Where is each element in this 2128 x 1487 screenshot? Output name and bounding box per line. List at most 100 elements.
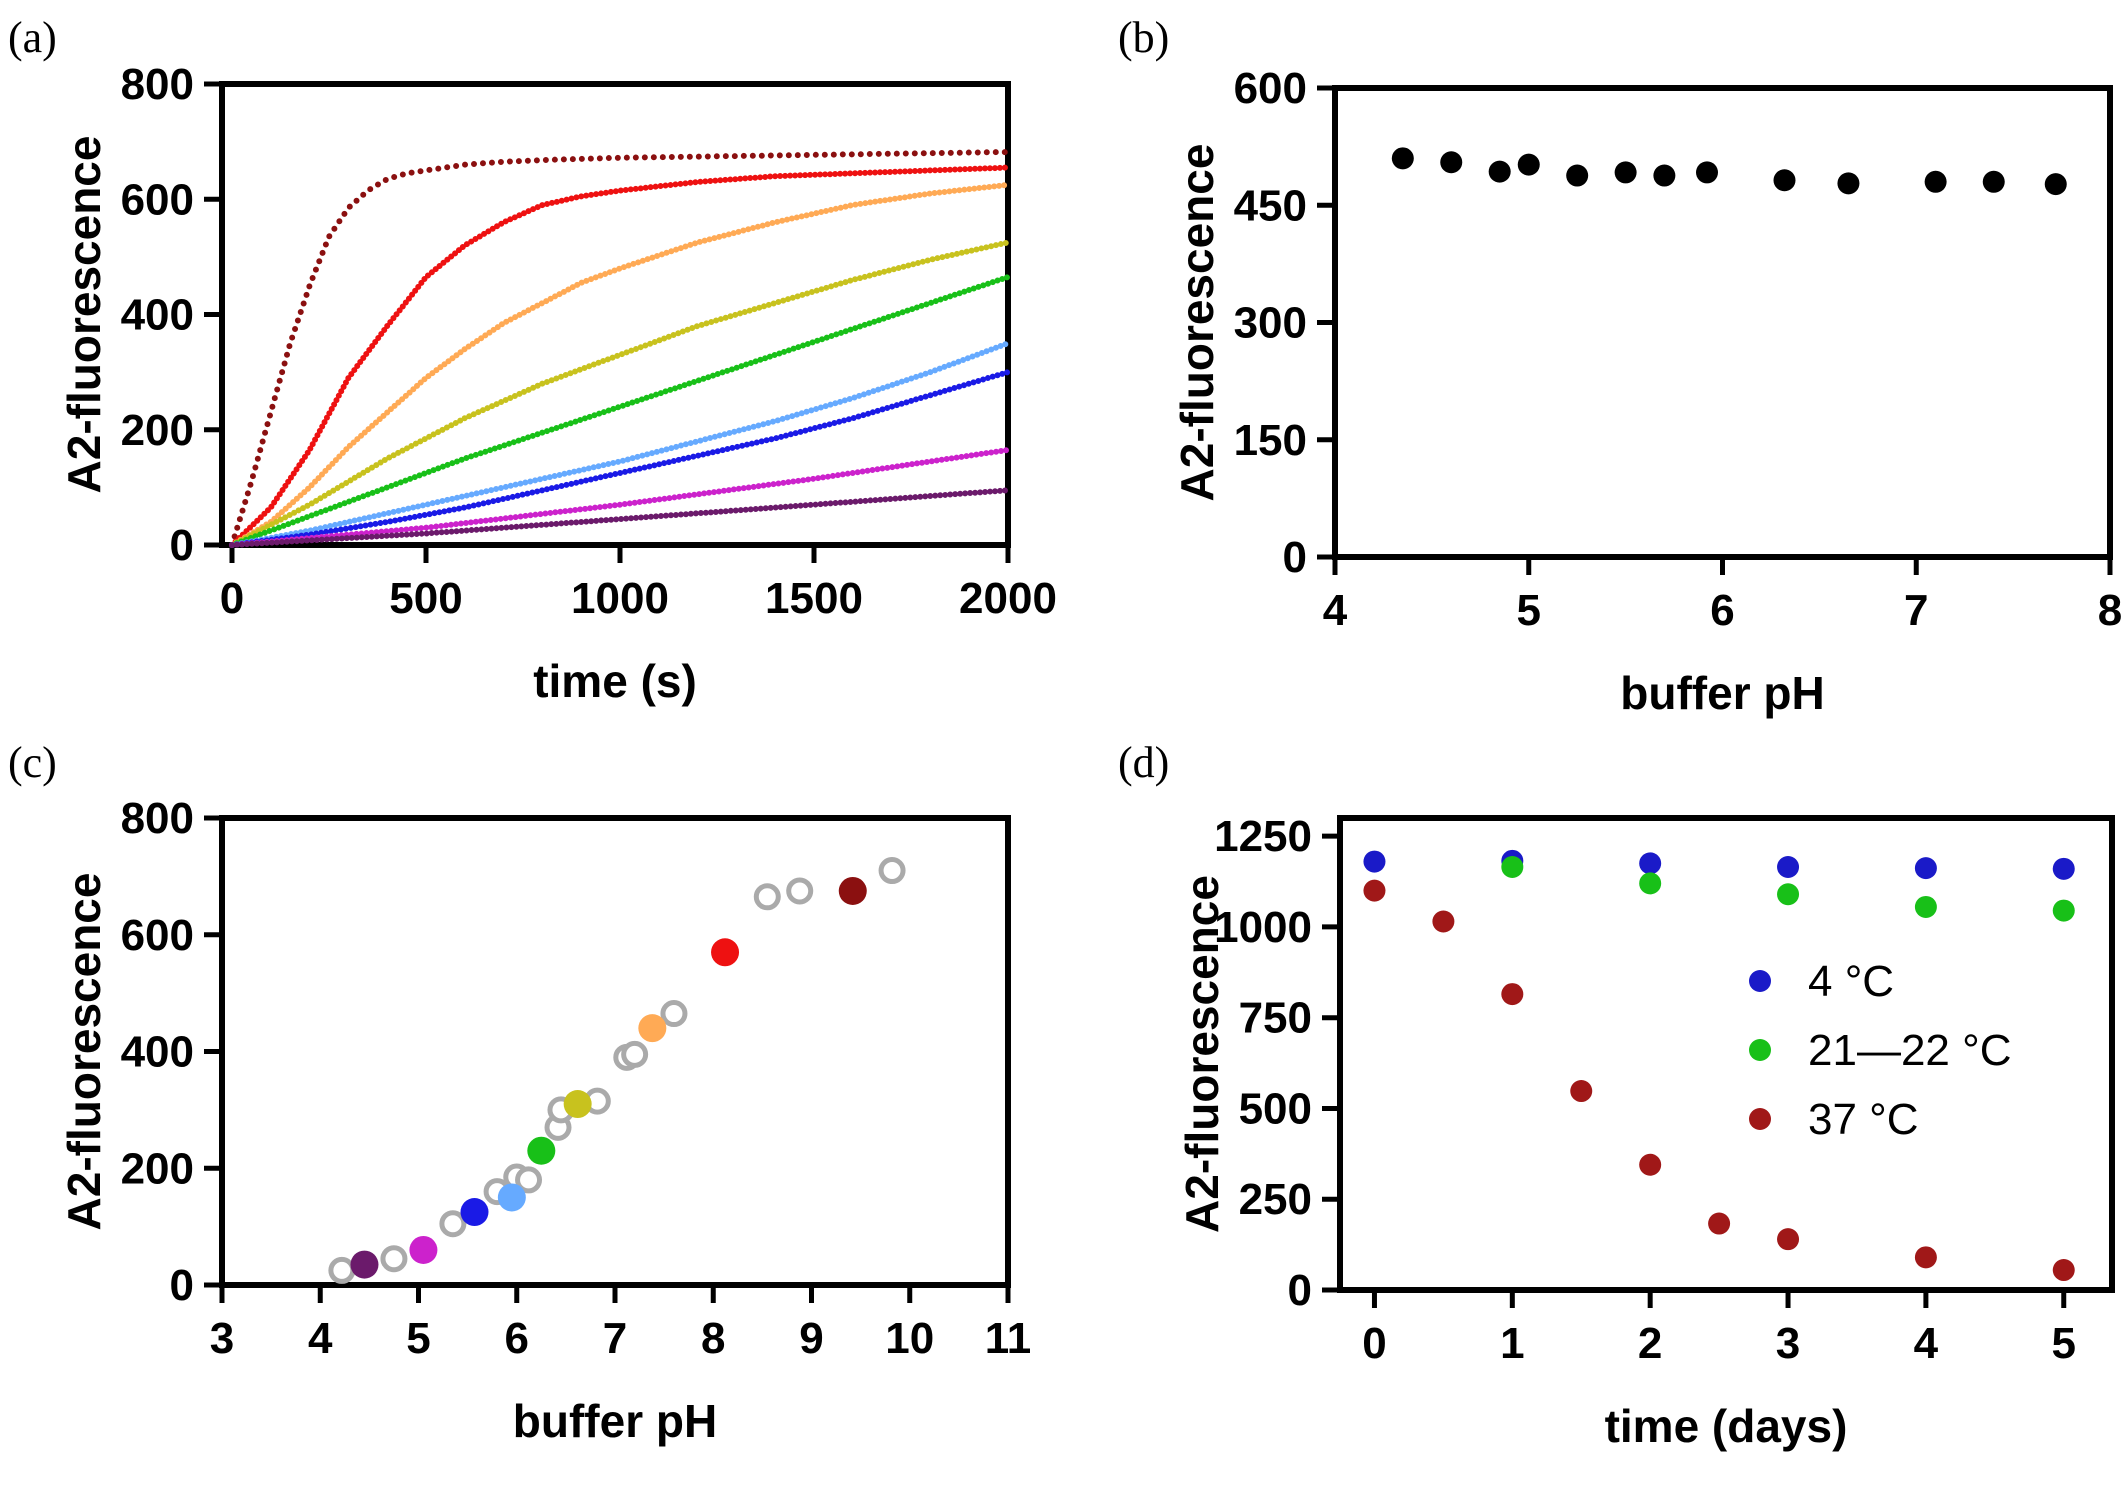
panel-c-chart: 0 200 400 600 800 3 4 5 6 7 8 9 10 11 buffer pH A2-fluo… <box>58 794 1031 1447</box>
panel-d-legend-marker-0 <box>1749 970 1771 992</box>
panel-d-xtick-label: 2 <box>1638 1319 1662 1368</box>
panel-a-series-7-line <box>229 446 1011 548</box>
panel-c-xtick-label: 9 <box>799 1314 823 1363</box>
panel-d-series-2-point <box>1914 1246 1937 1269</box>
panel-c-series-0-point <box>380 1245 408 1273</box>
panel-c-series-5-point <box>527 1136 556 1165</box>
panel-d-xtick-label: 5 <box>2052 1319 2076 1368</box>
panel-d-xtick-label: 0 <box>1362 1319 1386 1368</box>
panel-c-series-0-point <box>515 1166 543 1194</box>
panel-a-series-8-line <box>229 487 1011 548</box>
panel-d-legend-marker-2 <box>1749 1108 1771 1130</box>
panel-c-xtick-label: 5 <box>406 1314 430 1363</box>
panel-c-series-0-point <box>878 857 906 885</box>
panel-d-series-1-point <box>1501 856 1524 879</box>
panel-b-ytick-label: 300 <box>1234 299 1307 348</box>
panel-c-series-0-point <box>660 1000 688 1028</box>
panel-b-series-0-point <box>1837 172 1860 195</box>
panel-c-xtick-label: 3 <box>210 1314 234 1363</box>
panel-c-ytick-label: 200 <box>121 1144 194 1193</box>
panel-b-y-axis-label: A2-fluorescence <box>1171 144 1223 502</box>
panel-b-xtick-label: 8 <box>2098 586 2122 635</box>
panel-c-series-6-point <box>563 1090 592 1119</box>
panel-b-label: (b) <box>1118 13 1169 62</box>
panel-d-x-axis-label: time (days) <box>1605 1400 1848 1452</box>
panel-b-ytick-label: 450 <box>1234 181 1307 230</box>
panel-c-series-0-point <box>786 877 814 905</box>
panel-c-x-axis-label: buffer pH <box>513 1395 717 1447</box>
panel-d-series-0-point <box>1363 850 1386 873</box>
panel-d-series-2-point <box>1501 983 1524 1006</box>
panel-d-ytick-label: 1000 <box>1214 903 1312 952</box>
panel-c-xtick-label: 4 <box>308 1314 333 1363</box>
panel-c-series-3-point <box>497 1183 526 1212</box>
panel-b-series-0-point <box>1566 164 1589 187</box>
panel-c-series-2-point <box>409 1235 438 1264</box>
panel-d-label: (d) <box>1118 738 1169 787</box>
panel-d-series-2-point <box>1777 1228 1800 1251</box>
panel-a-ytick-label: 0 <box>170 521 194 570</box>
panel-b-xtick-label: 5 <box>1517 586 1541 635</box>
panel-b-xtick-label: 7 <box>1904 586 1928 635</box>
panel-a-xtick-label: 1500 <box>765 574 863 623</box>
panel-d-series-0-point <box>1914 857 1937 880</box>
panel-c-series-0-point <box>328 1256 356 1284</box>
panel-d-series-2-point <box>1432 910 1455 933</box>
panel-a-series-0-line <box>229 149 1011 548</box>
panel-a-series-6-line <box>229 369 1011 548</box>
panel-d-legend-label-2: 37 °C <box>1808 1095 1919 1144</box>
panel-c-y-axis-label: A2-fluorescence <box>58 873 110 1231</box>
panel-c-xtick-label: 11 <box>985 1314 1032 1363</box>
panel-c-ytick-label: 0 <box>170 1261 194 1310</box>
panel-c-series-4-point <box>460 1198 489 1227</box>
panel-c-xtick-label: 8 <box>701 1314 725 1363</box>
panel-a-ytick-label: 800 <box>121 60 194 109</box>
panel-a-x-axis-label: time (s) <box>533 655 697 707</box>
panel-b-series-0-point <box>1488 160 1511 183</box>
panel-b-ytick-label: 600 <box>1234 64 1307 113</box>
panel-c-series-0-point <box>753 883 781 911</box>
panel-b-series-0-point <box>1773 169 1796 192</box>
panel-b-ytick-label: 150 <box>1234 416 1307 465</box>
panel-b-x-axis-label: buffer pH <box>1620 667 1824 719</box>
panel-c-series-8-point <box>711 938 740 967</box>
panel-a-y-axis-label: A2-fluorescence <box>58 136 110 494</box>
panel-a-series-2-line <box>229 181 1011 548</box>
panel-c-series-7-point <box>638 1014 667 1043</box>
panel-d-series-1-point <box>1639 872 1662 895</box>
panel-a-series-4-line <box>229 274 1011 548</box>
panel-d-series-1-point <box>1777 883 1800 906</box>
panel-d-series-2-point <box>1570 1080 1593 1103</box>
panel-d-series-0-point <box>1639 852 1662 875</box>
panel-b-series-0-point <box>1517 153 1540 176</box>
panel-d-y-axis-label: A2-fluorescence <box>1176 875 1228 1233</box>
panel-a-xtick-label: 1000 <box>571 574 669 623</box>
panel-d-legend-marker-1 <box>1749 1039 1771 1061</box>
panel-c-series-0-point <box>439 1210 467 1238</box>
panel-a-ytick-label: 400 <box>121 291 194 340</box>
panel-b-series-0-point <box>1982 170 2005 193</box>
panel-d-series-2-point <box>1639 1153 1662 1176</box>
panel-d-series-2-point <box>2052 1259 2075 1282</box>
panel-d-ytick-label: 0 <box>1288 1266 1312 1315</box>
panel-a-series-5-line <box>229 340 1011 548</box>
panel-a-xtick-label: 0 <box>220 574 244 623</box>
panel-c-label: (c) <box>8 738 57 787</box>
panel-b-xtick-label: 4 <box>1323 586 1348 635</box>
panel-c-ytick-label: 600 <box>121 911 194 960</box>
panel-a-xtick-label: 2000 <box>959 574 1057 623</box>
panel-c-series-9-point <box>838 876 867 905</box>
panel-d-ytick-label: 250 <box>1239 1175 1312 1224</box>
panel-a-ytick-label: 200 <box>121 406 194 455</box>
panel-d-series-0-point <box>1777 856 1800 879</box>
panel-a-ytick-label: 600 <box>121 175 194 224</box>
panel-d-xtick-label: 1 <box>1500 1319 1524 1368</box>
panel-b-series-0-point <box>1924 170 1947 193</box>
panel-b-series-0-point <box>1440 151 1463 174</box>
panel-d-legend-label-1: 21—22 °C <box>1808 1026 2011 1075</box>
panel-d-xtick-label: 4 <box>1914 1319 1939 1368</box>
panel-d-series-2-point <box>1708 1212 1731 1235</box>
panel-c-xtick-label: 6 <box>505 1314 529 1363</box>
